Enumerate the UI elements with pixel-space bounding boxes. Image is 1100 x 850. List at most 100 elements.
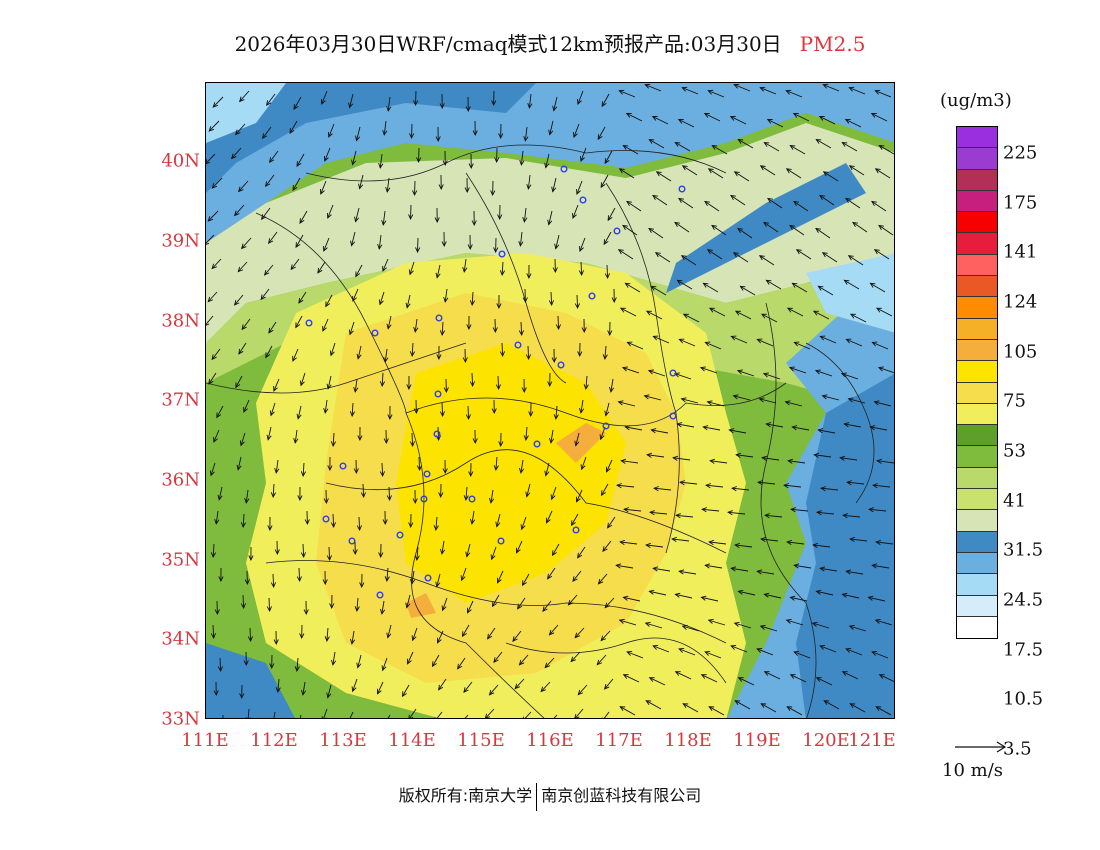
legend-swatch: [957, 403, 997, 426]
wind-vector: [465, 486, 468, 500]
wind-vector-head: [674, 142, 681, 147]
wind-vector-head: [461, 631, 467, 638]
city-marker[interactable]: [420, 495, 428, 503]
wind-vector: [653, 567, 671, 572]
wind-vector-head: [785, 618, 792, 624]
city-marker[interactable]: [322, 515, 330, 523]
city-marker[interactable]: [376, 591, 384, 599]
city-marker[interactable]: [602, 422, 610, 430]
wind-vector: [767, 198, 783, 209]
wind-vector-head: [700, 674, 707, 679]
city-marker[interactable]: [339, 462, 347, 470]
wind-vector: [678, 198, 694, 209]
wind-vector-head: [214, 518, 220, 525]
wind-vector: [707, 249, 723, 260]
wind-vector: [332, 651, 336, 665]
wind-vector-head: [326, 555, 332, 562]
legend-label: 141: [1003, 241, 1038, 263]
wind-vector: [245, 489, 249, 503]
wind-vector: [600, 174, 609, 188]
wind-vector-head: [652, 335, 659, 341]
city-marker[interactable]: [396, 531, 404, 539]
wind-vector: [212, 96, 224, 108]
city-marker[interactable]: [588, 292, 596, 300]
city-marker[interactable]: [669, 412, 677, 420]
wind-vector: [710, 460, 728, 464]
field-sea-deeper: [796, 374, 894, 718]
city-marker[interactable]: [533, 440, 541, 448]
legend-units: (ug/m3): [940, 90, 1012, 111]
city-marker[interactable]: [433, 430, 441, 438]
forecast-map[interactable]: [205, 82, 895, 719]
city-marker[interactable]: [434, 390, 442, 398]
legend-label: 175: [1003, 192, 1038, 213]
wind-vector: [436, 711, 443, 718]
wind-vector-head: [761, 455, 768, 461]
wind-vector-head: [848, 165, 855, 171]
city-marker[interactable]: [468, 495, 476, 503]
city-marker[interactable]: [497, 537, 505, 545]
wind-vector-head: [702, 282, 709, 288]
city-marker[interactable]: [572, 526, 580, 534]
wind-vector-head: [401, 691, 407, 698]
city-marker[interactable]: [423, 470, 431, 478]
wind-vector-head: [350, 638, 356, 645]
wind-vector: [846, 338, 863, 347]
wind-vector-head: [522, 217, 528, 223]
wind-vector: [268, 231, 278, 244]
city-marker[interactable]: [498, 250, 506, 258]
wind-vector-head: [326, 692, 332, 699]
wind-vector: [817, 511, 835, 515]
legend-swatch: [957, 574, 997, 596]
wind-vector: [495, 456, 498, 470]
wind-vector: [300, 372, 306, 386]
city-marker[interactable]: [305, 319, 313, 327]
city-marker[interactable]: [424, 574, 432, 582]
wind-vector: [471, 291, 474, 306]
city-marker[interactable]: [514, 341, 522, 349]
city-marker[interactable]: [557, 361, 565, 369]
wind-vector: [651, 285, 667, 296]
city-marker[interactable]: [669, 369, 677, 377]
legend-label: 75: [1003, 390, 1026, 412]
wind-vector-head: [681, 624, 688, 630]
city-marker[interactable]: [560, 165, 568, 173]
wind-vector-head: [265, 352, 271, 359]
city-marker[interactable]: [371, 329, 379, 337]
city-marker[interactable]: [579, 196, 587, 204]
wind-vector: [585, 375, 588, 389]
wind-vector-head: [819, 645, 826, 650]
wind-vector: [414, 318, 418, 332]
wind-vector: [737, 370, 755, 377]
wind-vector-head: [351, 686, 357, 693]
wind-vector: [321, 90, 328, 105]
wind-vector-head: [294, 666, 300, 672]
wind-vector-head: [495, 384, 501, 391]
wind-vector-head: [544, 470, 550, 477]
city-marker[interactable]: [678, 185, 686, 193]
wind-vector-head: [704, 200, 710, 207]
wind-vector-head: [442, 160, 448, 167]
wind-vector-head: [526, 184, 532, 190]
wind-vector-head: [300, 552, 307, 559]
wind-vector: [606, 459, 613, 472]
wind-vector: [351, 231, 356, 246]
wind-vector: [730, 116, 747, 125]
city-marker[interactable]: [435, 314, 443, 322]
wind-vector-head: [491, 100, 497, 107]
wind-vector-head: [317, 267, 323, 274]
wind-vector-head: [759, 165, 766, 171]
wind-vector: [520, 150, 524, 165]
wind-vector-head: [819, 335, 826, 341]
wind-vector-head: [708, 539, 714, 546]
wind-vector-head: [786, 539, 792, 546]
wind-vector: [577, 90, 584, 105]
city-marker[interactable]: [348, 537, 356, 545]
field-lower-north: [206, 83, 536, 193]
wind-vector-head: [575, 496, 581, 503]
wind-vector: [383, 120, 387, 135]
city-marker[interactable]: [613, 227, 621, 235]
wind-vector: [243, 399, 250, 413]
wind-vector-head: [301, 689, 307, 696]
reference-vector-arrow: [955, 741, 1007, 753]
